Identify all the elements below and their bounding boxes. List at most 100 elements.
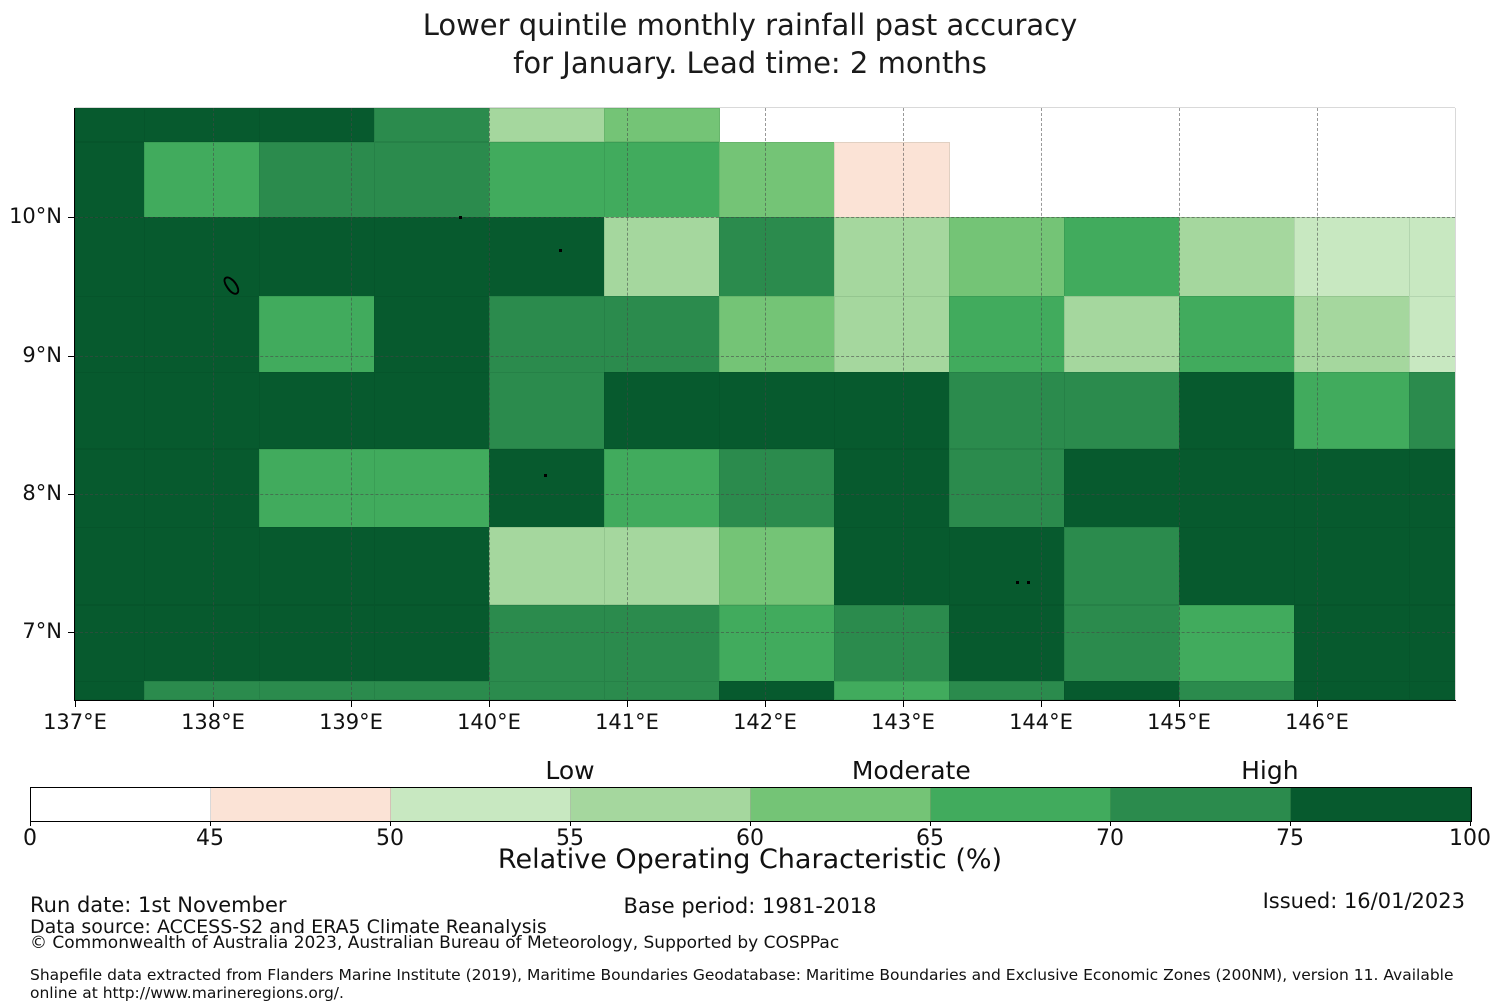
- plot-left-spine: [74, 108, 75, 701]
- heatmap-cell: [719, 604, 835, 682]
- heatmap-cell: [75, 527, 145, 606]
- heatmap-cell: [489, 372, 605, 450]
- x-tick-mark: [1179, 701, 1180, 707]
- heatmap-cell: [489, 604, 605, 682]
- colorbar-tick-label: 55: [556, 826, 584, 851]
- heatmap-cell: [489, 296, 605, 373]
- heatmap-cell: [75, 141, 145, 218]
- y-tick-mark: [68, 355, 74, 357]
- chart-title: Lower quintile monthly rainfall past acc…: [0, 6, 1500, 82]
- heatmap-cell: [1294, 681, 1410, 701]
- heatmap-cell: [1179, 217, 1295, 297]
- x-tick-label: 139°E: [319, 710, 383, 734]
- heatmap-cell: [259, 217, 375, 297]
- colorbar-segment: [751, 788, 931, 821]
- colorbar-segment: [571, 788, 751, 821]
- longitude-gridline: [489, 108, 490, 700]
- heatmap-cell: [75, 681, 145, 701]
- colorbar-tick-mark: [750, 821, 751, 826]
- shapefile-attribution-text: Shapefile data extracted from Flanders M…: [30, 966, 1454, 1002]
- y-tick-mark: [68, 493, 74, 495]
- colorbar-tick-mark: [930, 821, 931, 826]
- heatmap-cell: [75, 604, 145, 682]
- heatmap-cell: [489, 681, 605, 701]
- longitude-gridline: [765, 108, 766, 700]
- colorbar-category-label: High: [1241, 756, 1299, 785]
- heatmap-cell: [374, 108, 490, 143]
- x-tick-mark: [75, 701, 76, 707]
- island-dot: [544, 474, 548, 478]
- heatmap-cell: [1409, 449, 1456, 528]
- run-date-text: Run date: 1st November: [30, 893, 287, 917]
- heatmap-cell: [259, 372, 375, 450]
- x-tick-mark: [1317, 701, 1318, 707]
- heatmap-cell: [144, 527, 260, 606]
- y-tick-mark: [68, 217, 74, 219]
- heatmap-cell: [1294, 449, 1410, 528]
- longitude-gridline: [213, 108, 214, 700]
- heatmap-cell: [1179, 604, 1295, 682]
- longitude-gridline: [1317, 108, 1318, 700]
- heatmap-cell: [1179, 527, 1295, 606]
- y-tick-label: 7°N: [22, 619, 62, 644]
- heatmap-cell: [374, 449, 490, 528]
- colorbar-tick-label: 75: [1276, 826, 1304, 851]
- heatmap-cell: [1294, 527, 1410, 606]
- heatmap-cell: [1179, 681, 1295, 701]
- data-source-text: Data source: ACCESS-S2 and ERA5 Climate …: [30, 916, 547, 938]
- colorbar-category-label: Moderate: [851, 756, 971, 785]
- colorbar-segment: [1111, 788, 1291, 821]
- x-tick-mark: [903, 701, 904, 707]
- longitude-gridline: [903, 108, 904, 700]
- heatmap-cell: [259, 527, 375, 606]
- heatmap-cell: [1179, 372, 1295, 450]
- heatmap-cell: [259, 604, 375, 682]
- x-tick-mark: [627, 701, 628, 707]
- y-tick-label: 8°N: [22, 480, 62, 505]
- heatmap-cell: [834, 527, 950, 606]
- heatmap-cell: [144, 141, 260, 218]
- heatmap-cell: [719, 217, 835, 297]
- heatmap-cell: [949, 296, 1065, 373]
- heatmap-cell: [1294, 296, 1410, 373]
- x-tick-label: 144°E: [1009, 710, 1073, 734]
- longitude-gridline: [1179, 108, 1180, 700]
- heatmap-cell: [144, 372, 260, 450]
- heatmap-cell: [949, 681, 1065, 701]
- heatmap-cell: [949, 449, 1065, 528]
- heatmap-cell: [604, 449, 720, 528]
- heatmap-cell: [144, 604, 260, 682]
- colorbar-category-labels: Low Moderate High: [0, 756, 1500, 786]
- heatmap-cell: [75, 296, 145, 373]
- x-tick-mark: [213, 701, 214, 707]
- base-period-text: Base period: 1981-2018: [623, 894, 877, 918]
- heatmap-cell: [719, 681, 835, 701]
- heatmap-cell: [1064, 449, 1180, 528]
- island-dot: [458, 215, 462, 219]
- heatmap-cell: [75, 372, 145, 450]
- colorbar-segment: [31, 788, 211, 821]
- heatmap-cell: [719, 141, 835, 218]
- heatmap-cell: [259, 681, 375, 701]
- heatmap-cell: [489, 527, 605, 606]
- heatmap-cell: [1064, 681, 1180, 701]
- plot-bottom-spine: [74, 700, 1456, 701]
- latitude-gridline: [75, 493, 1455, 495]
- x-tick-mark: [351, 701, 352, 707]
- heatmap-cell: [949, 217, 1065, 297]
- chart-title-line2: for January. Lead time: 2 months: [513, 46, 987, 80]
- colorbar-axis-label: Relative Operating Characteristic (%): [497, 844, 1003, 875]
- x-tick-label: 142°E: [733, 710, 797, 734]
- heatmap-cell: [75, 217, 145, 297]
- heatmap-cell: [834, 681, 950, 701]
- colorbar-tick-label: 60: [736, 826, 764, 851]
- y-tick-label: 10°N: [9, 204, 62, 229]
- heatmap-cell: [604, 141, 720, 218]
- heatmap-cell: [949, 604, 1065, 682]
- heatmap-cell: [1179, 449, 1295, 528]
- x-tick-mark: [489, 701, 490, 707]
- heatmap-cell: [1179, 296, 1295, 373]
- colorbar-tick-label: 45: [196, 826, 224, 851]
- colorbar-tick-label: 65: [916, 826, 944, 851]
- island-dot: [1027, 580, 1031, 584]
